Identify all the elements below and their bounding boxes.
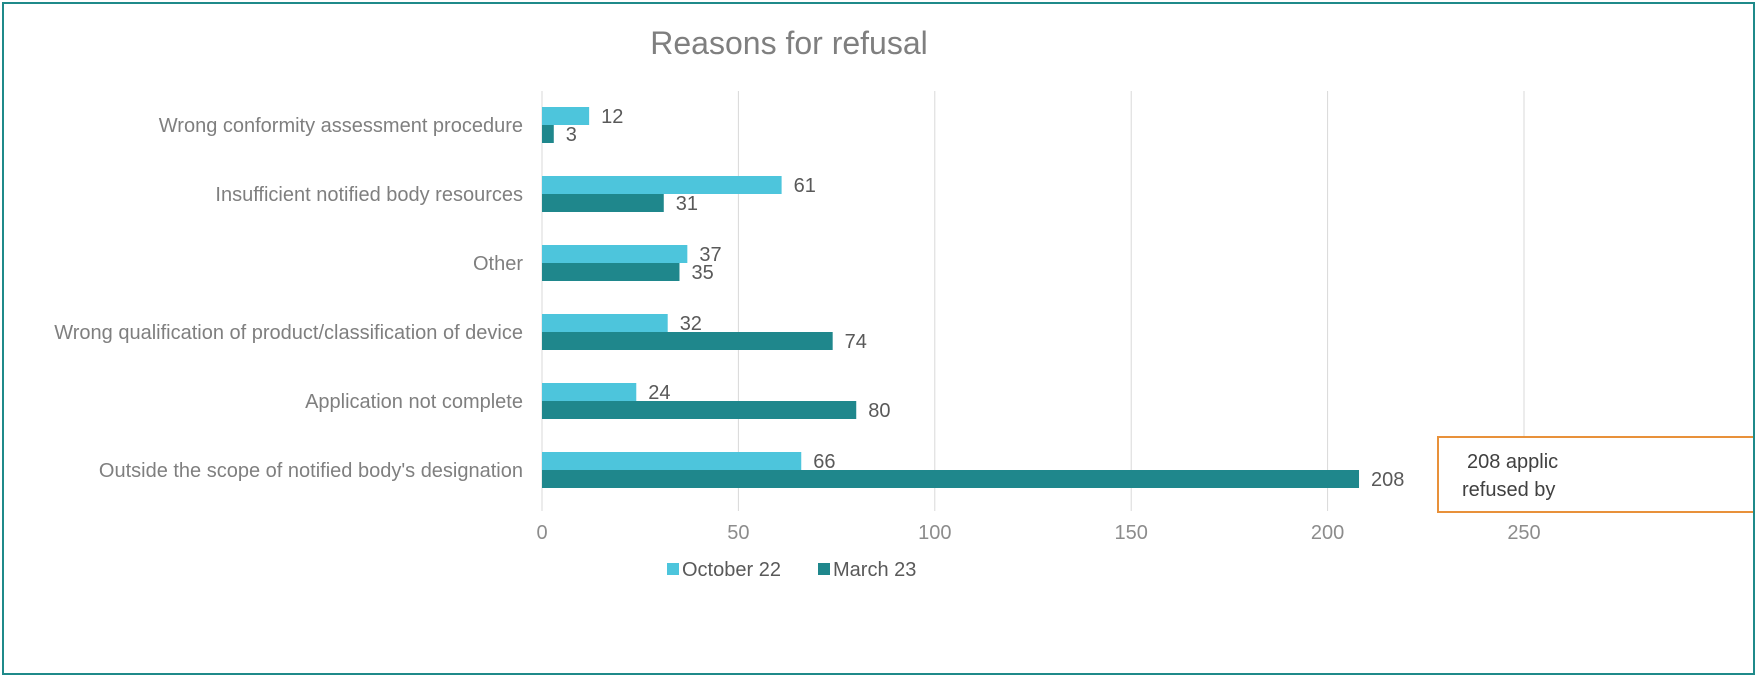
- bar: [542, 263, 680, 281]
- legend-swatch: [818, 563, 830, 575]
- data-label: 32: [680, 313, 702, 335]
- annotation-callout: 208 applic refused by: [1437, 436, 1753, 513]
- data-label: 31: [676, 193, 698, 215]
- legend-label: October 22: [682, 559, 781, 581]
- x-tick-label: 150: [1115, 522, 1148, 544]
- bar: [542, 194, 664, 212]
- data-label: 208: [1371, 469, 1404, 491]
- data-label: 24: [648, 382, 670, 404]
- data-label: 80: [868, 400, 890, 422]
- bars: [542, 107, 1360, 488]
- bar: [542, 383, 637, 401]
- bar: [542, 332, 833, 350]
- bar: [542, 125, 554, 143]
- category-label: Insufficient notified body resources: [215, 184, 523, 206]
- bar: [542, 452, 802, 470]
- category-label: Application not complete: [305, 391, 523, 413]
- gridlines: [541, 91, 1525, 511]
- bar: [542, 314, 668, 332]
- callout-text: refused by: [1462, 479, 1555, 501]
- bar: [542, 470, 1360, 488]
- data-label: 74: [845, 331, 867, 353]
- x-tick-label: 250: [1507, 522, 1540, 544]
- data-label: 3: [566, 124, 577, 146]
- data-label: 12: [601, 106, 623, 128]
- callout-text: 208 applic: [1467, 451, 1558, 473]
- bar: [542, 401, 857, 419]
- callout-box: [1437, 436, 1753, 513]
- x-axis-ticks: 0 50 100 150 200 250: [536, 522, 1540, 544]
- data-label: 61: [794, 175, 816, 197]
- x-tick-label: 0: [536, 522, 547, 544]
- chart-title: Reasons for refusal: [650, 25, 927, 61]
- x-tick-label: 100: [918, 522, 951, 544]
- data-label: 35: [691, 262, 713, 284]
- category-label: Wrong conformity assessment procedure: [159, 115, 523, 137]
- category-label: Wrong qualification of product/classific…: [54, 322, 523, 344]
- category-label: Outside the scope of notified body's des…: [99, 460, 523, 482]
- legend: October 22 March 23: [667, 559, 916, 581]
- category-labels: Wrong conformity assessment procedure Ins…: [54, 115, 523, 482]
- bar: [542, 245, 688, 263]
- legend-label: March 23: [833, 559, 916, 581]
- data-label: 66: [813, 451, 835, 473]
- x-tick-label: 200: [1311, 522, 1344, 544]
- category-label: Other: [473, 253, 523, 275]
- x-tick-label: 50: [727, 522, 749, 544]
- bar: [542, 107, 590, 125]
- data-label: 37: [699, 244, 721, 266]
- legend-swatch: [667, 563, 679, 575]
- bar: [542, 176, 782, 194]
